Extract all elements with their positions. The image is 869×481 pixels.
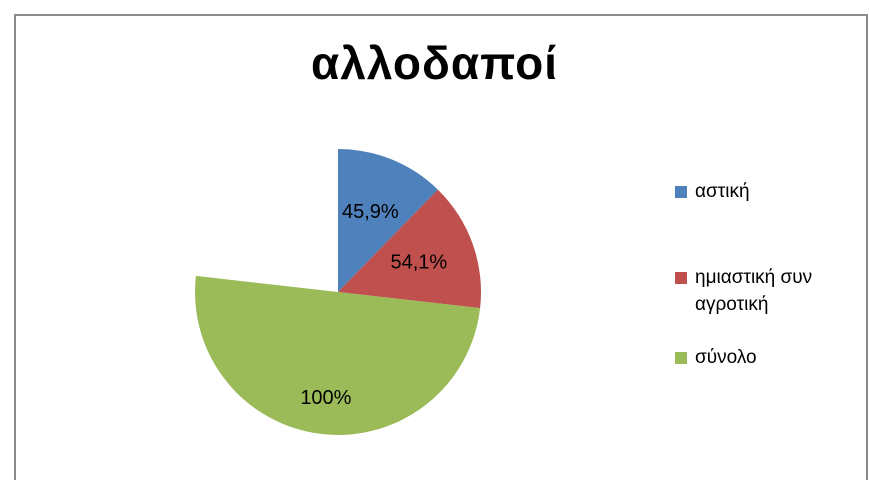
slice-label-total: 100% — [300, 387, 351, 409]
legend-item-urban: αστική — [675, 178, 860, 205]
legend-swatch-total — [675, 352, 687, 364]
pie-slice-semiurban-rural — [338, 189, 481, 309]
legend-item-total: σύνολο — [675, 344, 860, 371]
legend-swatch-semiurban-rural — [675, 272, 687, 284]
legend-label-semiurban-rural: ημιαστική συν αγροτική — [695, 267, 813, 315]
slice-label-semiurban-rural: 54,1% — [390, 251, 447, 273]
legend-label-total: σύνολο — [695, 347, 757, 368]
legend-swatch-urban — [675, 186, 687, 198]
legend-label-urban: αστική — [695, 181, 750, 202]
chart-title: αλλοδαποί — [311, 37, 558, 89]
legend-item-semiurban-rural: ημιαστική συν αγροτική — [675, 264, 860, 318]
slice-label-urban: 45,9% — [342, 201, 399, 223]
pie-slice-total — [195, 275, 481, 435]
pie-slice-urban — [338, 149, 438, 292]
